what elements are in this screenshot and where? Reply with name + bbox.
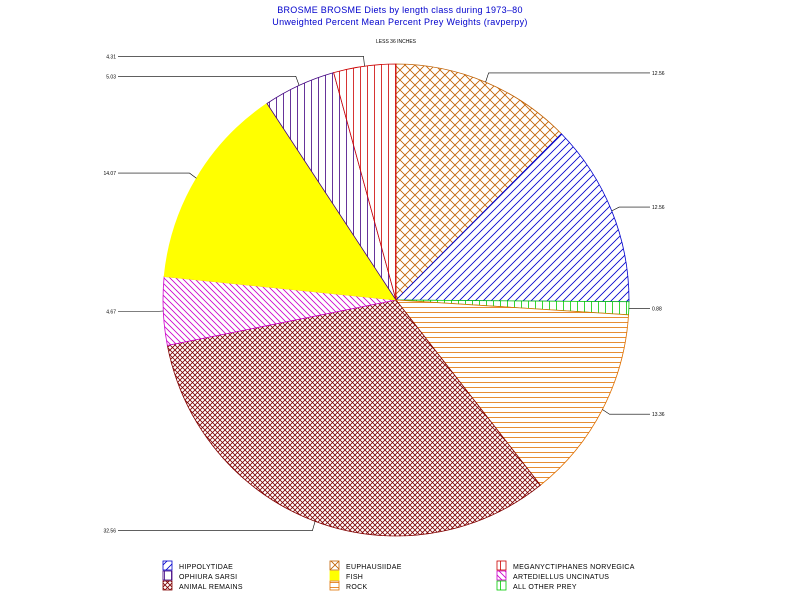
pie-slices	[162, 63, 630, 537]
legend-item-ophiura-sarsi: OPHIURA SARSI	[162, 570, 237, 581]
chart-title: BROSME BROSME Diets by length class duri…	[277, 5, 523, 15]
legend-swatch	[496, 560, 507, 571]
slice-value-label: 12.56	[652, 205, 665, 211]
leader-line	[118, 55, 365, 67]
pie-slice-fish	[163, 102, 397, 301]
legend-swatch	[496, 570, 507, 581]
pie-slice-hippolytidae	[395, 133, 630, 303]
legend-label: EUPHAUSIIDAE	[346, 564, 402, 571]
legend-swatch	[162, 560, 173, 571]
legend-label: MEGANYCTIPHANES NORVEGICA	[513, 564, 635, 571]
slice-value-label: 4.31	[106, 54, 116, 60]
pie-slice-euphausiidae	[395, 63, 562, 301]
legend-swatch	[496, 580, 507, 591]
slice-value-label: 0.88	[652, 307, 662, 313]
leader-line	[611, 206, 650, 212]
leader-line	[118, 521, 316, 532]
pie-slice-meganyctiphanes-norvegica	[333, 63, 397, 301]
legend-swatch	[162, 580, 173, 591]
leader-line	[118, 76, 300, 86]
legend-item-artediellus-uncinatus: ARTEDIELLUS UNCINATUS	[496, 570, 609, 581]
legend-label: HIPPOLYTIDAE	[179, 564, 233, 571]
leader-line	[118, 172, 197, 179]
legend-label: FISH	[346, 574, 363, 581]
chart-subtitle: Unweighted Percent Mean Percent Prey Wei…	[272, 17, 528, 27]
value-labels: 12.56 12.56 0.88 13.36 32.56 4.67 14.07 5.03 4.3…	[103, 54, 664, 534]
slice-value-label: 13.36	[652, 412, 665, 418]
leader-lines	[118, 55, 650, 532]
legend-swatch	[329, 580, 340, 591]
legend-item-rock: ROCK	[329, 580, 367, 591]
legend-label: ALL OTHER PREY	[513, 584, 577, 591]
legend-label: ROCK	[346, 584, 367, 591]
pie-top-label: LESS 36 INCHES	[376, 39, 417, 45]
legend: HIPPOLYTIDAE EUPHAUSIIDAE MEGANYCTIPHANES …	[162, 560, 635, 591]
leader-line	[602, 409, 650, 415]
slice-value-label: 32.56	[103, 529, 116, 535]
legend-item-animal-remains: ANIMAL REMAINS	[162, 580, 243, 591]
legend-item-meganyctiphanes-norvegica: MEGANYCTIPHANES NORVEGICA	[496, 560, 635, 571]
legend-item-all-other-prey: ALL OTHER PREY	[496, 580, 577, 591]
slice-value-label: 14.07	[103, 171, 116, 177]
slice-value-label: 5.03	[106, 74, 116, 80]
legend-swatch	[162, 570, 173, 581]
chart-title-block: BROSME BROSME Diets by length class duri…	[0, 4, 800, 28]
legend-label: OPHIURA SARSI	[179, 574, 237, 581]
legend-swatch	[329, 560, 340, 571]
legend-label: ANIMAL REMAINS	[179, 584, 243, 591]
legend-swatch	[329, 570, 340, 581]
legend-label: ARTEDIELLUS UNCINATUS	[513, 574, 609, 581]
legend-item-euphausiidae: EUPHAUSIIDAE	[329, 560, 402, 571]
slice-value-label: 4.67	[106, 310, 116, 316]
leader-line	[118, 310, 164, 312]
slice-value-label: 12.56	[652, 71, 665, 77]
leader-line	[485, 72, 650, 83]
legend-item-hippolytidae: HIPPOLYTIDAE	[162, 560, 233, 571]
legend-item-fish: FISH	[329, 570, 363, 581]
